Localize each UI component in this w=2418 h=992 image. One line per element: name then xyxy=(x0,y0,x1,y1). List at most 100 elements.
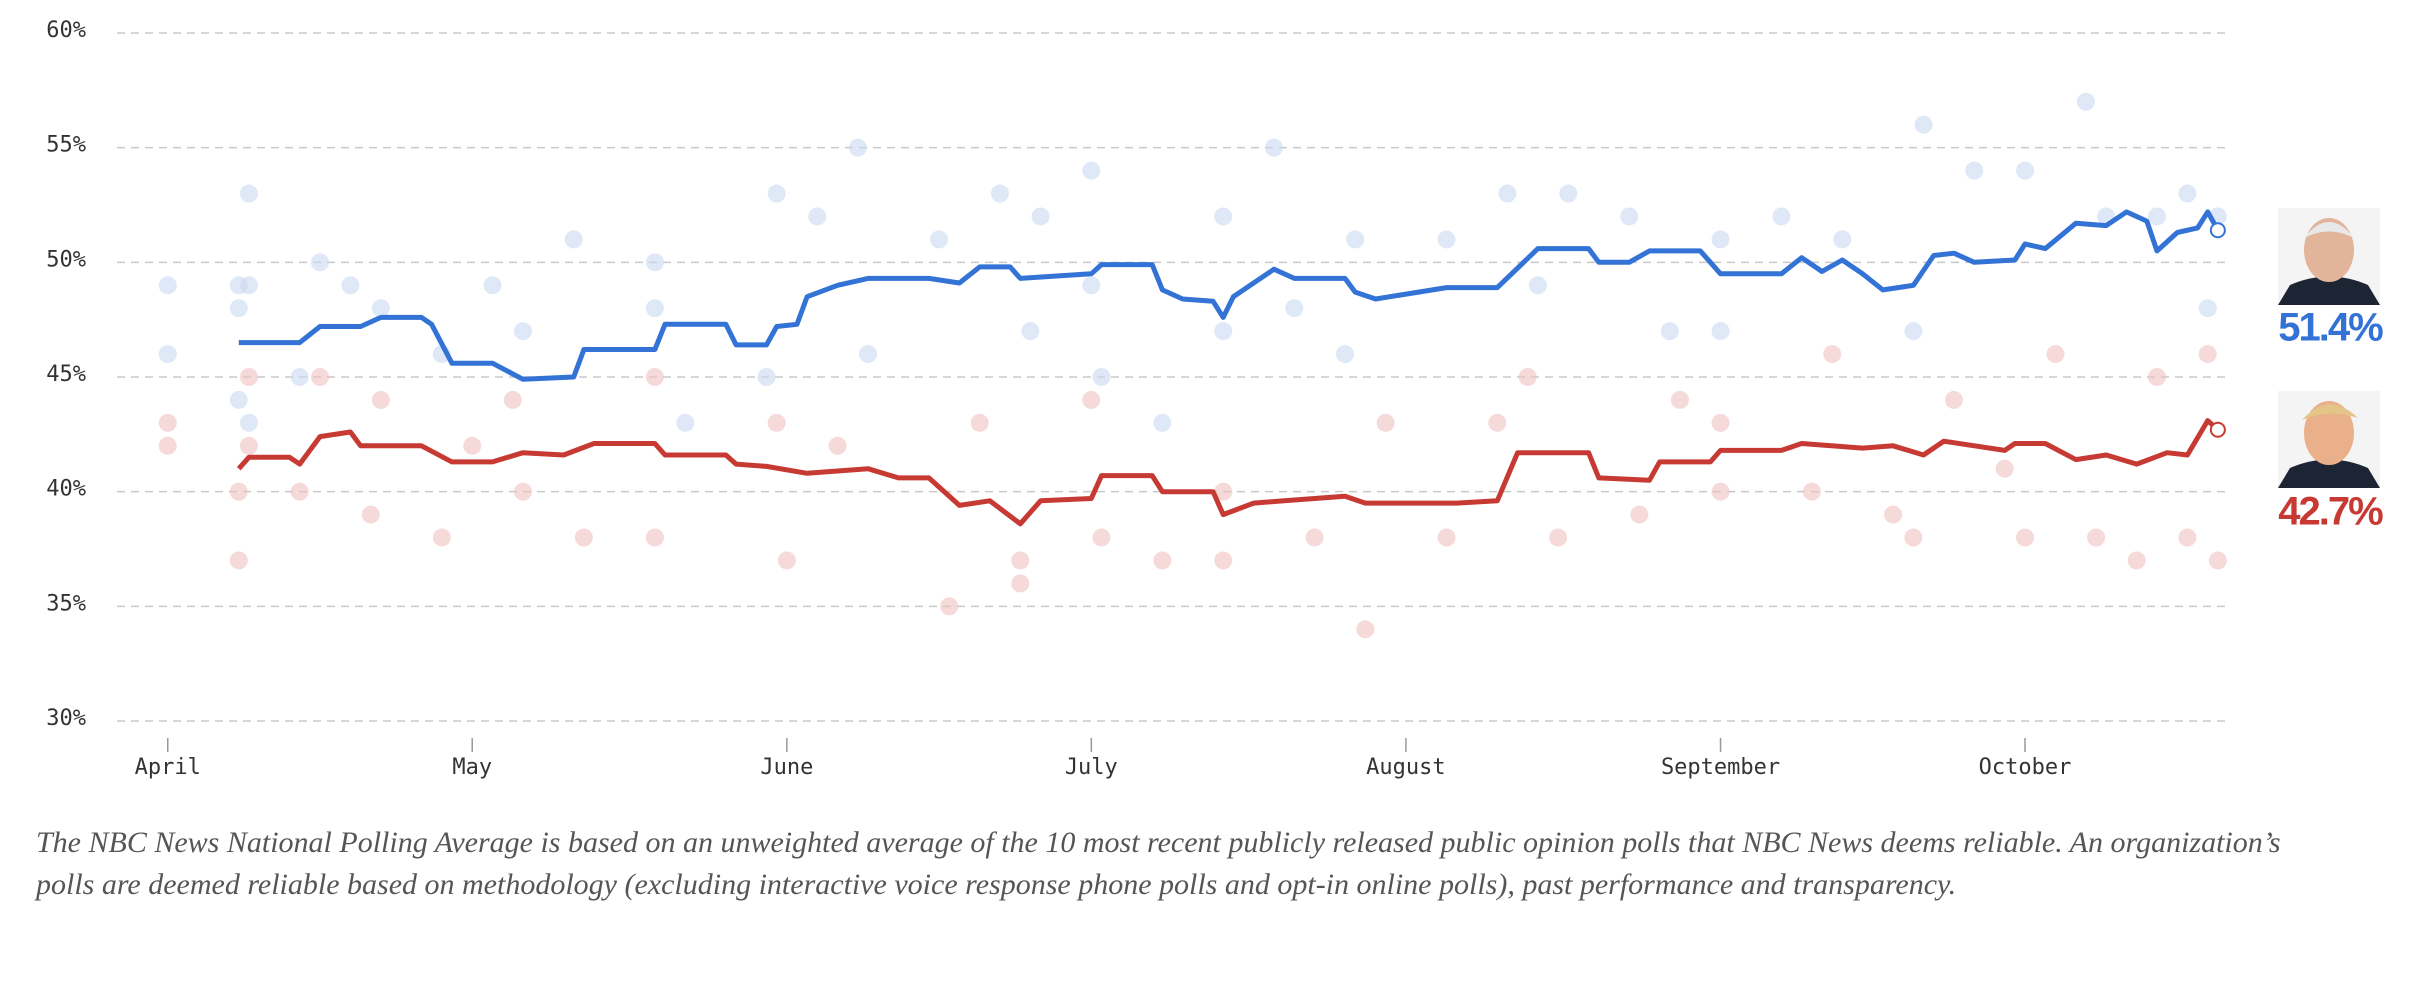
poll-dot xyxy=(767,413,786,432)
poll-dot xyxy=(1092,528,1111,547)
poll-dot xyxy=(1153,413,1172,432)
poll-dot xyxy=(1214,551,1233,570)
poll-dot xyxy=(513,482,532,501)
end-label: 42.7% xyxy=(2278,490,2383,534)
poll-dot xyxy=(239,368,258,386)
poll-dot xyxy=(1082,276,1101,295)
poll-dot xyxy=(2208,551,2227,570)
poll-dot xyxy=(2198,299,2217,318)
poll-dot xyxy=(1011,574,1030,593)
poll-dot xyxy=(1488,413,1507,432)
poll-dot xyxy=(2147,207,2166,226)
poll-dot xyxy=(1437,528,1456,547)
x-tick-label: May xyxy=(452,755,492,780)
poll-dot xyxy=(1914,115,1933,134)
poll-dot xyxy=(239,413,258,432)
poll-dot xyxy=(229,551,248,570)
poll-dot xyxy=(970,413,989,432)
poll-dot xyxy=(1092,368,1111,386)
poll-dot xyxy=(930,230,949,249)
poll-dot xyxy=(1772,207,1791,226)
poll-dot xyxy=(1630,505,1649,524)
poll-dot xyxy=(1670,390,1689,409)
poll-dot xyxy=(432,528,451,547)
poll-dot xyxy=(2147,368,2166,386)
poll-dot xyxy=(1904,528,1923,547)
poll-dot xyxy=(808,207,827,226)
poll-dot xyxy=(1802,482,1821,501)
x-tick-label: September xyxy=(1661,755,1780,780)
poll-dot xyxy=(1082,161,1101,180)
poll-dot xyxy=(645,253,664,272)
poll-dot xyxy=(1082,390,1101,409)
poll-dot xyxy=(1285,299,1304,318)
poll-dot xyxy=(1376,413,1395,432)
poll-dot xyxy=(1021,322,1040,341)
poll-dot xyxy=(1031,207,1050,226)
poll-dot xyxy=(229,299,248,318)
poll-dot xyxy=(239,276,258,295)
poll-dot xyxy=(1965,161,1984,180)
poll-dot xyxy=(2016,528,2035,547)
x-tick-label: July xyxy=(1065,755,1118,780)
poll-dot xyxy=(1011,551,1030,570)
poll-dot xyxy=(310,253,329,272)
poll-dot xyxy=(1549,528,1568,547)
average-line xyxy=(236,418,2220,527)
poll-dot xyxy=(1823,345,1842,364)
poll-dot xyxy=(1214,207,1233,226)
y-tick-label: 35% xyxy=(46,591,86,616)
poll-dot xyxy=(676,413,695,432)
poll-dot xyxy=(1559,184,1578,203)
x-tick-label: June xyxy=(760,755,813,780)
poll-dot xyxy=(1264,138,1283,157)
poll-dot xyxy=(1336,345,1355,364)
poll-dot xyxy=(341,276,360,295)
poll-dot xyxy=(1995,459,2014,478)
poll-dot xyxy=(229,390,248,409)
poll-dot xyxy=(1346,230,1365,249)
poll-dot xyxy=(2178,528,2197,547)
poll-dot xyxy=(645,528,664,547)
poll-dot xyxy=(848,138,867,157)
poll-dot xyxy=(1711,413,1730,432)
candidate-photo xyxy=(2278,208,2380,305)
poll-dot xyxy=(990,184,1009,203)
poll-dot xyxy=(1214,482,1233,501)
poll-dot xyxy=(158,413,177,432)
poll-dot xyxy=(158,276,177,295)
poll-dot xyxy=(859,345,878,364)
poll-dot xyxy=(1356,620,1375,639)
poll-dot xyxy=(229,482,248,501)
poll-dot xyxy=(158,436,177,455)
poll-dot xyxy=(564,230,583,249)
poll-dot xyxy=(2127,551,2146,570)
y-tick-label: 60% xyxy=(46,18,86,43)
average-line xyxy=(238,209,2221,382)
poll-dot xyxy=(361,505,380,524)
end-marker xyxy=(2209,222,2226,239)
poll-dot xyxy=(2046,345,2065,364)
poll-dot xyxy=(1528,276,1547,295)
x-tick-label: August xyxy=(1366,755,1445,780)
poll-dot xyxy=(290,482,309,501)
footnote: The NBC News National Polling Average is… xyxy=(36,826,2281,901)
poll-dot xyxy=(1153,551,1172,570)
poll-dot xyxy=(290,368,309,386)
poll-dot xyxy=(2178,184,2197,203)
y-tick-label: 45% xyxy=(46,362,86,387)
y-tick-label: 30% xyxy=(46,706,86,731)
poll-dot xyxy=(503,390,522,409)
poll-dot xyxy=(767,184,786,203)
x-tick-label: April xyxy=(135,755,201,780)
poll-dot xyxy=(158,345,177,364)
poll-dot xyxy=(2198,345,2217,364)
poll-dot xyxy=(239,184,258,203)
poll-dot xyxy=(483,276,502,295)
poll-dot xyxy=(463,436,482,455)
poll-dot xyxy=(1944,390,1963,409)
poll-dot xyxy=(1214,322,1233,341)
poll-dot xyxy=(1833,230,1852,249)
poll-dot xyxy=(574,528,593,547)
